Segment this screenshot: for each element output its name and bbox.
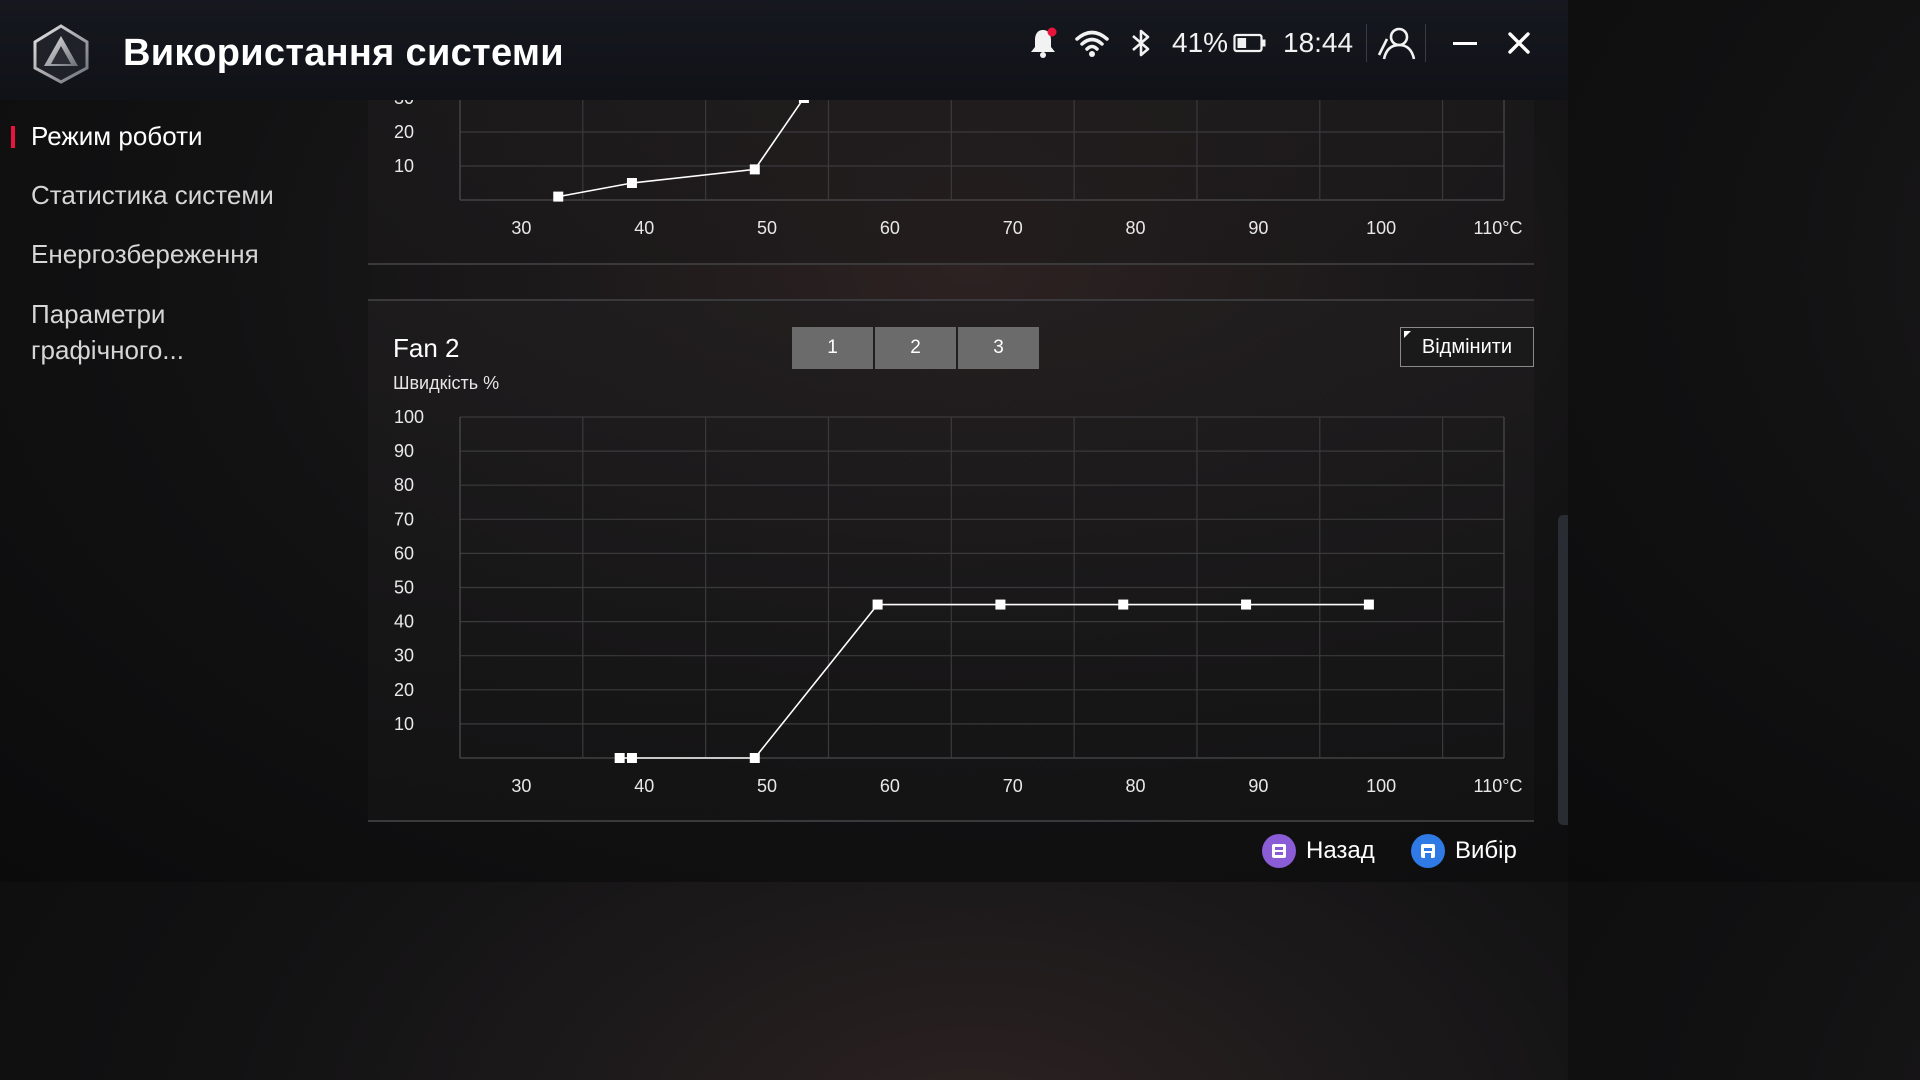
- data-point: [1363, 599, 1374, 610]
- sidebar-item-label: Параметри: [31, 299, 166, 329]
- minimize-icon[interactable]: [1452, 20, 1478, 66]
- sidebar-item-graphics-settings[interactable]: Параметри графічного...: [31, 296, 184, 368]
- corner-marker-icon: [1404, 331, 1411, 338]
- y-tick-label: 10: [394, 156, 414, 176]
- x-tick-label: 70: [1003, 218, 1023, 238]
- x-tick-label: 40: [634, 776, 654, 796]
- fan2-panel: Fan 2 Швидкість % 1 2 3 Відмінити 100 90 8…: [368, 299, 1534, 822]
- sidebar-item-label-line2: графічного...: [31, 335, 184, 365]
- series-line: [558, 100, 804, 198]
- clock-time: 18:44: [1283, 27, 1354, 58]
- a-button-icon: [1411, 834, 1445, 868]
- fan1-chart[interactable]: 30 20 10 30 40 50 60 70 80 90 100 110°C: [368, 100, 1534, 265]
- x-tick-label: 110°C: [1474, 776, 1523, 796]
- y-tick-label: 80: [394, 475, 414, 495]
- y-tick-label: 10: [394, 714, 414, 734]
- x-tick-label: 70: [1003, 776, 1023, 796]
- page-title: Використання системи: [123, 32, 564, 74]
- x-tick-label: 50: [757, 218, 777, 238]
- y-tick-label: 50: [394, 578, 414, 598]
- data-point: [614, 753, 625, 763]
- data-point: [553, 191, 564, 202]
- y-tick-label: 20: [394, 680, 414, 700]
- x-tick-label: 80: [1126, 776, 1146, 796]
- window-divider: [1425, 24, 1426, 62]
- x-tick-label: 110°C: [1474, 218, 1523, 238]
- data-point: [626, 178, 637, 188]
- x-tick-label: 60: [880, 776, 900, 796]
- battery-icon[interactable]: [1233, 20, 1267, 66]
- undo-label: Відмінити: [1421, 335, 1513, 358]
- user-icon[interactable]: [1377, 20, 1417, 66]
- battery-percent: 41%: [1172, 27, 1229, 58]
- select-hint[interactable]: Вибір: [1411, 834, 1517, 868]
- data-point: [1118, 599, 1129, 610]
- x-tick-label: 80: [1126, 218, 1146, 238]
- scrollbar[interactable]: [1558, 515, 1568, 825]
- y-tick-label: 100: [394, 407, 424, 427]
- sidebar-item-operation-mode[interactable]: Режим роботи: [31, 121, 203, 151]
- fan1-panel: 30 20 10 30 40 50 60 70 80 90 100 110°C: [368, 100, 1534, 265]
- x-tick-label: 40: [634, 218, 654, 238]
- sidebar-item-power-saving[interactable]: Енергозбереження: [31, 239, 259, 269]
- y-tick-label: 40: [394, 612, 414, 632]
- x-tick-label: 100: [1366, 218, 1396, 238]
- data-point: [749, 753, 760, 763]
- wifi-icon[interactable]: [1075, 20, 1109, 66]
- bluetooth-icon[interactable]: [1129, 20, 1153, 66]
- notification-icon[interactable]: [1028, 20, 1058, 66]
- rog-logo-icon: [32, 24, 90, 84]
- undo-button[interactable]: Відмінити: [1400, 327, 1534, 367]
- select-label: Вибір: [1455, 837, 1517, 864]
- x-tick-label: 50: [757, 776, 777, 796]
- back-label: Назад: [1306, 837, 1375, 864]
- x-tick-label: 30: [511, 776, 531, 796]
- fan2-title: Fan 2: [393, 333, 460, 363]
- x-tick-label: 60: [880, 218, 900, 238]
- title-bar: Використання системи 41% 18:44: [0, 0, 1568, 100]
- data-point: [626, 753, 637, 763]
- y-tick-label: 20: [394, 122, 414, 142]
- profile-tab-1[interactable]: 1: [792, 327, 873, 369]
- close-icon[interactable]: [1507, 20, 1531, 66]
- back-hint[interactable]: Назад: [1262, 834, 1375, 868]
- data-point: [872, 599, 883, 610]
- data-point: [995, 599, 1006, 610]
- y-tick-label: 30: [394, 646, 414, 666]
- x-tick-label: 30: [511, 218, 531, 238]
- x-tick-label: 100: [1366, 776, 1396, 796]
- y-tick-label: 70: [394, 509, 414, 529]
- b-button-icon: [1262, 834, 1296, 868]
- active-indicator: [11, 126, 15, 148]
- series-line: [619, 603, 1369, 759]
- x-tick-label: 90: [1248, 776, 1268, 796]
- y-tick-label: 30: [394, 100, 414, 108]
- profile-tab-2[interactable]: 2: [875, 327, 956, 369]
- sidebar-item-system-stats[interactable]: Статистика системи: [31, 180, 274, 210]
- data-point: [798, 100, 809, 103]
- battery-fill: [1237, 38, 1247, 48]
- data-point: [749, 164, 760, 175]
- plot-group: [459, 416, 1505, 763]
- plot-group: [459, 100, 1505, 202]
- y-tick-label: 60: [394, 543, 414, 563]
- fan2-speed-label: Швидкість %: [393, 373, 500, 393]
- profile-tabs: 1 2 3: [792, 327, 1039, 369]
- x-tick-label: 90: [1248, 218, 1268, 238]
- status-divider: [1366, 24, 1367, 62]
- y-tick-label: 90: [394, 441, 414, 461]
- profile-tab-3[interactable]: 3: [958, 327, 1039, 369]
- data-point: [1241, 599, 1252, 610]
